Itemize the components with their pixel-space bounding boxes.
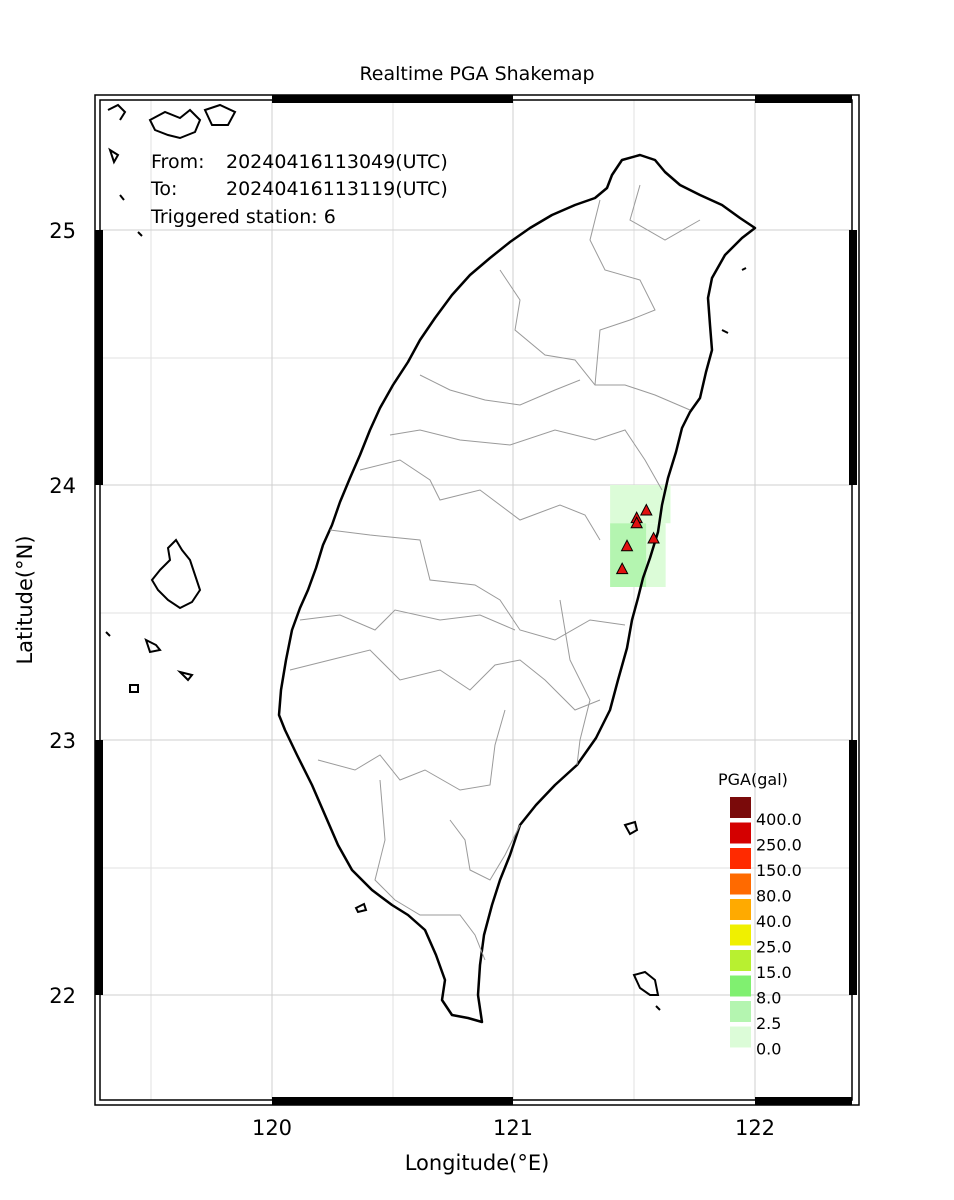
legend-swatch	[730, 873, 751, 895]
pga-cells	[610, 485, 671, 587]
to-value: 20240416113119(UTC)	[226, 178, 448, 200]
legend-label: 40.0	[756, 912, 792, 931]
major-grid	[100, 100, 852, 1100]
offshore-islands	[105, 103, 747, 1011]
station-marker	[615, 562, 629, 575]
station-marker	[647, 531, 660, 544]
station-marker	[639, 503, 653, 516]
frame-bar	[95, 740, 103, 995]
y-tick-label: 22	[49, 984, 76, 1008]
county-boundary	[589, 199, 656, 386]
green-island	[623, 820, 639, 836]
legend-swatch	[730, 924, 751, 946]
frame-bar	[95, 230, 103, 485]
legend-label: 250.0	[756, 836, 802, 855]
legend-swatch	[730, 822, 751, 844]
county-boundary	[559, 599, 591, 766]
frame-bar	[272, 95, 513, 103]
legend-label: 2.5	[756, 1014, 781, 1033]
county-boundary	[329, 529, 626, 641]
y-tick-labels: 25 24 23 22	[49, 219, 76, 1008]
x-tick-label: 121	[493, 1116, 533, 1140]
x-axis-label: Longitude(°E)	[405, 1151, 550, 1175]
legend-label: 150.0	[756, 861, 802, 880]
frame-bar	[755, 95, 852, 103]
orchid-island	[632, 970, 661, 1011]
kinmen-island	[108, 147, 143, 237]
x-tick-labels: 120 121 122	[252, 1116, 775, 1140]
county-boundary	[389, 429, 663, 491]
legend-swatch	[730, 1026, 751, 1048]
county-boundary	[419, 374, 581, 406]
legend-items: 400.0 250.0 150.0 80.0 40.0 25.0 15.0 8.0 2.5 0.0	[730, 797, 802, 1059]
station-markers	[615, 503, 660, 575]
legend-label: 15.0	[756, 963, 792, 982]
county-boundary	[317, 709, 506, 791]
pga-cell	[646, 523, 666, 587]
county-boundary	[299, 609, 516, 631]
map-title: Realtime PGA Shakemap	[359, 63, 594, 85]
pga-legend: PGA(gal) 400.0 250.0 150.0 80.0 40.0 25.0 15.0…	[718, 770, 802, 1059]
county-boundary	[289, 649, 601, 711]
xiaoliuqiu-island	[354, 902, 368, 914]
keelung-islet	[741, 267, 747, 271]
legend-swatch	[730, 899, 751, 920]
taiwan-coastline	[277, 153, 757, 1024]
y-axis-label: Latitude(°N)	[13, 535, 37, 664]
county-boundary	[359, 459, 601, 541]
legend-title: PGA(gal)	[718, 770, 788, 789]
y-tick-label: 23	[49, 729, 76, 753]
county-boundary	[629, 184, 701, 241]
frame-bar	[755, 1097, 852, 1105]
legend-swatch	[730, 1001, 751, 1022]
from-label: From:	[151, 151, 204, 173]
county-boundaries	[289, 184, 701, 961]
frame-bar	[849, 740, 857, 995]
legend-swatch	[730, 848, 751, 869]
county-boundary	[374, 779, 486, 961]
matsu-islands	[107, 103, 237, 140]
penghu-islands	[105, 538, 202, 693]
to-label: To:	[150, 178, 177, 200]
frame-bar	[849, 230, 857, 485]
county-boundary	[449, 819, 521, 881]
pga-cell	[610, 523, 647, 587]
x-tick-label: 122	[735, 1116, 775, 1140]
legend-swatch	[730, 797, 751, 818]
triggered-stations-text: Triggered station: 6	[150, 206, 336, 228]
station-marker	[620, 539, 634, 552]
graticule	[100, 100, 852, 1100]
legend-swatch	[730, 950, 751, 971]
guishan-island	[721, 329, 729, 334]
x-tick-label: 120	[252, 1116, 292, 1140]
y-tick-label: 24	[49, 474, 76, 498]
frame-bar	[272, 1097, 513, 1105]
legend-label: 8.0	[756, 989, 781, 1008]
legend-label: 400.0	[756, 810, 802, 829]
legend-label: 25.0	[756, 938, 792, 957]
legend-swatch	[730, 975, 751, 997]
frame-bars	[95, 95, 857, 1105]
county-boundary	[499, 269, 691, 411]
y-tick-label: 25	[49, 219, 76, 243]
legend-label: 80.0	[756, 887, 792, 906]
legend-label: 0.0	[756, 1040, 781, 1059]
station-marker	[630, 516, 643, 529]
from-value: 20240416113049(UTC)	[226, 151, 448, 173]
